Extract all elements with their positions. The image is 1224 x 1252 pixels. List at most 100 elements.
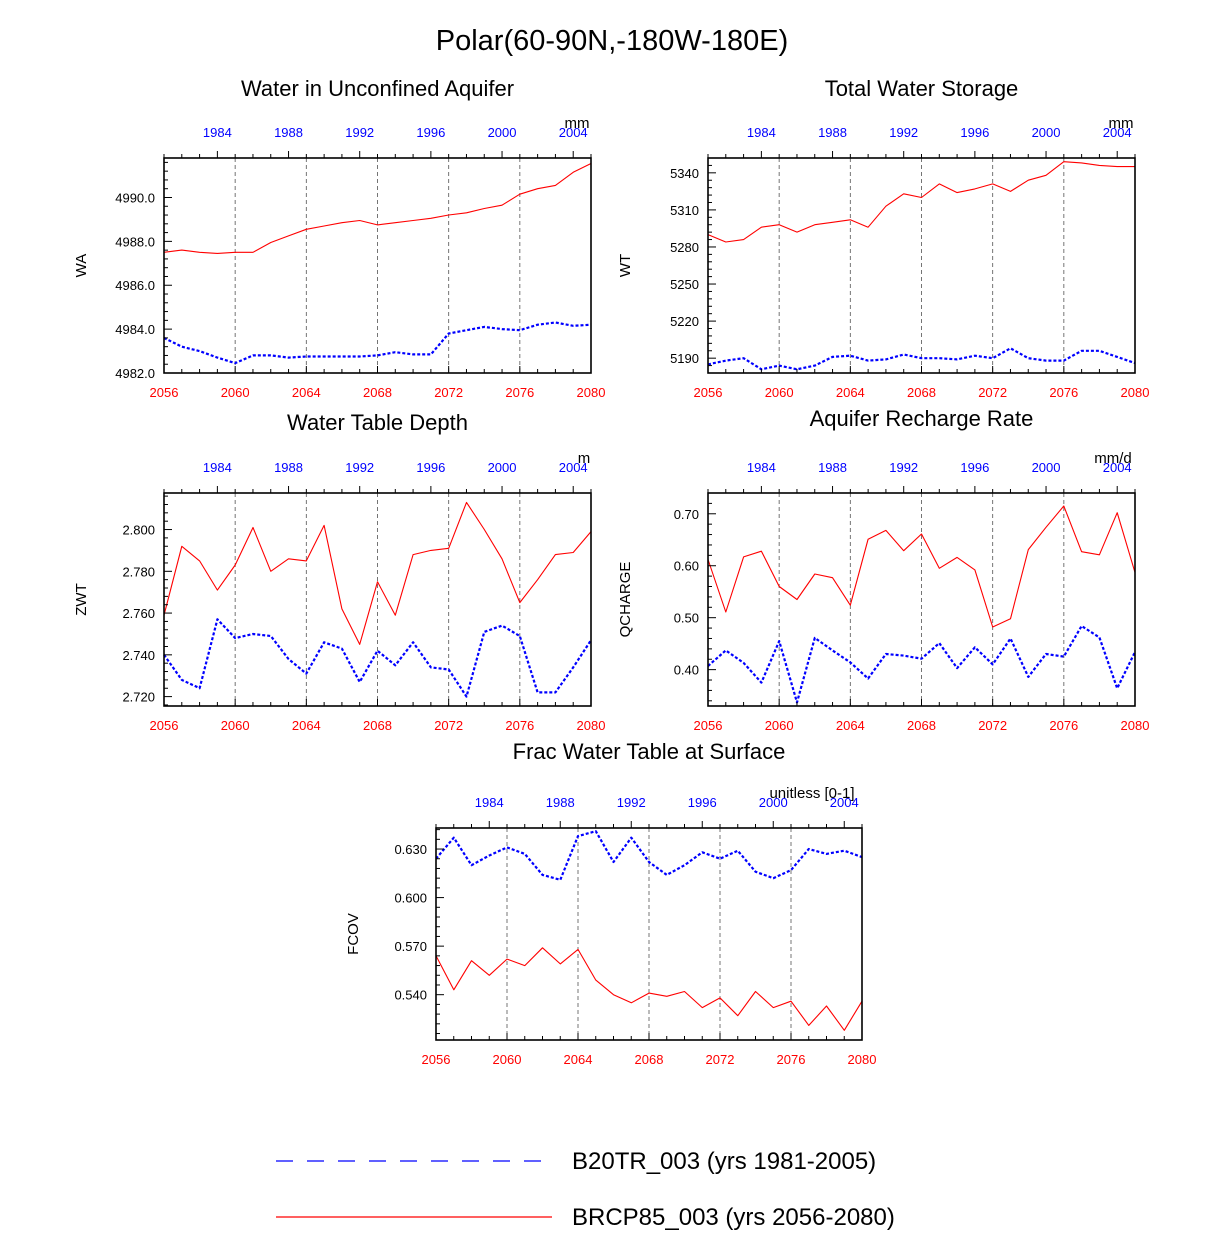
wa-xtick-label-2076: 2076: [505, 385, 534, 400]
wa-ytick-label-0: 4982.0: [115, 366, 155, 381]
qcharge-xtick-label-2076: 2076: [1049, 718, 1078, 733]
zwt-ytick-label-1: 2.740: [122, 648, 155, 663]
wt-ytick-label-0: 5190: [670, 351, 699, 366]
wa-toptick-label-1992: 1992: [345, 125, 374, 140]
zwt-toptick-label-1988: 1988: [274, 460, 303, 475]
qcharge-toptick-label-1992: 1992: [889, 460, 918, 475]
fcov-toptick-label-1988: 1988: [546, 795, 575, 810]
fcov-toptick-label-1992: 1992: [617, 795, 646, 810]
panel-wa: Water in Unconfined Aquifer mm WA 2056 2060 2…: [73, 76, 605, 400]
qcharge-ytick-label-3: 0.70: [674, 507, 699, 522]
wt-series-tr: [707, 347, 1136, 371]
qcharge-series-rcp: [707, 505, 1136, 628]
qcharge-ytick-label-0: 0.40: [674, 663, 699, 678]
zwt-title: Water Table Depth: [287, 410, 468, 435]
zwt-ytick-label-3: 2.780: [122, 564, 155, 579]
wa-toptick-label-2004: 2004: [559, 125, 588, 140]
fcov-toptick-label-1996: 1996: [688, 795, 717, 810]
qcharge-series-tr: [707, 624, 1136, 704]
fcov-xtick-label-2056: 2056: [422, 1052, 451, 1067]
wa-toptick-label-1988: 1988: [274, 125, 303, 140]
zwt-xtick-label-2060: 2060: [221, 718, 250, 733]
fcov-toptick-label-2000: 2000: [759, 795, 788, 810]
wa-ytick-label-4: 4990.0: [115, 190, 155, 205]
wt-units: mm: [1109, 115, 1134, 132]
wa-series-tr: [163, 321, 592, 365]
panel-qcharge: Aquifer Recharge Rate mm/d QCHARGE 2056 2060…: [617, 406, 1149, 733]
fcov-xtick-label-2076: 2076: [777, 1052, 806, 1067]
zwt-toptick-label-1996: 1996: [416, 460, 445, 475]
fcov-title: Frac Water Table at Surface: [513, 739, 786, 764]
zwt-ytick-label-2: 2.760: [122, 606, 155, 621]
qcharge-toptick-label-2004: 2004: [1103, 460, 1132, 475]
qcharge-xtick-label-2072: 2072: [978, 718, 1007, 733]
fcov-ytick-label-2: 0.600: [394, 891, 427, 906]
fcov-toptick-label-2004: 2004: [830, 795, 859, 810]
qcharge-xtick-label-2064: 2064: [836, 718, 865, 733]
wa-xtick-label-2060: 2060: [221, 385, 250, 400]
legend: B20TR_003 (yrs 1981-2005) BRCP85_003 (yr…: [276, 1148, 895, 1231]
wt-ytick-label-1: 5220: [670, 314, 699, 329]
fcov-ytick-label-0: 0.540: [394, 988, 427, 1003]
wa-xtick-label-2080: 2080: [577, 385, 606, 400]
wt-toptick-label-1996: 1996: [960, 125, 989, 140]
qcharge-ylabel: QCHARGE: [617, 562, 634, 638]
wa-title: Water in Unconfined Aquifer: [241, 76, 514, 101]
fcov-series-tr: [435, 830, 863, 881]
wt-ytick-label-4: 5310: [670, 203, 699, 218]
wt-xtick-label-2068: 2068: [907, 385, 936, 400]
wt-xtick-label-2060: 2060: [765, 385, 794, 400]
zwt-ytick-label-4: 2.800: [122, 523, 155, 538]
wa-xtick-label-2056: 2056: [150, 385, 179, 400]
qcharge-toptick-label-1988: 1988: [818, 460, 847, 475]
wt-ylabel: WT: [617, 254, 634, 277]
wt-xtick-label-2072: 2072: [978, 385, 1007, 400]
panel-wt: Total Water Storage mm WT 2056 2060 2064 2068 2…: [617, 76, 1149, 400]
fcov-xtick-label-2064: 2064: [564, 1052, 593, 1067]
zwt-xtick-label-2072: 2072: [434, 718, 463, 733]
legend-label-rcp: BRCP85_003 (yrs 2056-2080): [572, 1204, 895, 1231]
wt-ytick-label-2: 5250: [670, 277, 699, 292]
qcharge-units: mm/d: [1094, 450, 1132, 467]
wt-title: Total Water Storage: [825, 76, 1019, 101]
qcharge-toptick-label-1984: 1984: [747, 460, 776, 475]
wa-toptick-label-2000: 2000: [488, 125, 517, 140]
zwt-series-rcp: [163, 501, 592, 645]
wa-series-rcp: [163, 163, 592, 254]
fcov-xtick-label-2068: 2068: [635, 1052, 664, 1067]
wt-toptick-label-1988: 1988: [818, 125, 847, 140]
fcov-xtick-label-2080: 2080: [848, 1052, 877, 1067]
fcov-ytick-label-3: 0.630: [394, 842, 427, 857]
zwt-toptick-label-2004: 2004: [559, 460, 588, 475]
zwt-toptick-label-1992: 1992: [345, 460, 374, 475]
qcharge-ytick-label-2: 0.60: [674, 559, 699, 574]
wt-xtick-label-2064: 2064: [836, 385, 865, 400]
qcharge-xtick-label-2068: 2068: [907, 718, 936, 733]
zwt-series-tr: [163, 618, 592, 698]
wa-ytick-label-2: 4986.0: [115, 278, 155, 293]
wa-ytick-label-3: 4988.0: [115, 234, 155, 249]
wt-toptick-label-2004: 2004: [1103, 125, 1132, 140]
wa-toptick-label-1984: 1984: [203, 125, 232, 140]
fcov-series-rcp: [435, 947, 863, 1031]
zwt-toptick-label-1984: 1984: [203, 460, 232, 475]
panel-fcov: Frac Water Table at Surface unitless [0-1…: [345, 739, 876, 1067]
wt-toptick-label-2000: 2000: [1032, 125, 1061, 140]
wt-series-rcp: [707, 161, 1135, 243]
legend-label-tr: B20TR_003 (yrs 1981-2005): [572, 1148, 876, 1175]
zwt-units: m: [578, 450, 591, 467]
qcharge-xtick-label-2056: 2056: [694, 718, 723, 733]
zwt-ylabel: ZWT: [73, 583, 90, 615]
wt-ytick-label-3: 5280: [670, 240, 699, 255]
wt-xtick-label-2080: 2080: [1121, 385, 1150, 400]
wt-ytick-label-5: 5340: [670, 166, 699, 181]
qcharge-ytick-label-1: 0.50: [674, 611, 699, 626]
wa-xtick-label-2064: 2064: [292, 385, 321, 400]
zwt-xtick-label-2076: 2076: [505, 718, 534, 733]
panel-zwt: Water Table Depth m ZWT 2056 2060 2064 2068 207…: [73, 410, 605, 733]
panels: Water in Unconfined Aquifer mm WA 2056 2060 2…: [73, 76, 1149, 1067]
fcov-xtick-label-2072: 2072: [706, 1052, 735, 1067]
zwt-toptick-label-2000: 2000: [488, 460, 517, 475]
